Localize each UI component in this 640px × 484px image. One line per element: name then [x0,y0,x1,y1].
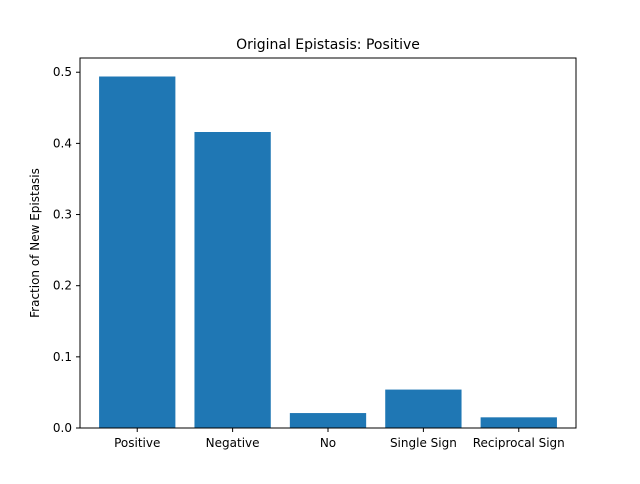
x-tick-label: Reciprocal Sign [473,436,565,450]
x-tick-label: Positive [114,436,160,450]
y-tick-label: 0.2 [53,279,72,293]
y-axis-label: Fraction of New Epistasis [28,168,42,318]
bar-negative [194,132,271,428]
plot-frame [79,57,577,429]
bars-group [99,76,557,428]
y-tick-label: 0.3 [53,208,72,222]
x-tick-label: No [320,436,336,450]
x-tick-label: Single Sign [390,436,457,450]
bar-no [289,413,367,428]
y-tick-label: 0.5 [53,65,72,79]
bar-single-sign [385,389,462,428]
y-tick-label: 0.0 [53,421,72,435]
chart-title: Original Epistasis: Positive [236,37,420,53]
bar-positive [99,76,176,428]
x-ticks-group: Positive Negative No Single Sign Reciprocal … [114,428,565,450]
bar-reciprocal-sign [480,417,557,428]
y-tick-label: 0.1 [53,350,72,364]
y-ticks-group: 0.0 0.1 0.2 0.3 0.4 0.5 [53,65,80,435]
y-tick-label: 0.4 [53,136,72,150]
x-tick-label: Negative [206,436,260,450]
